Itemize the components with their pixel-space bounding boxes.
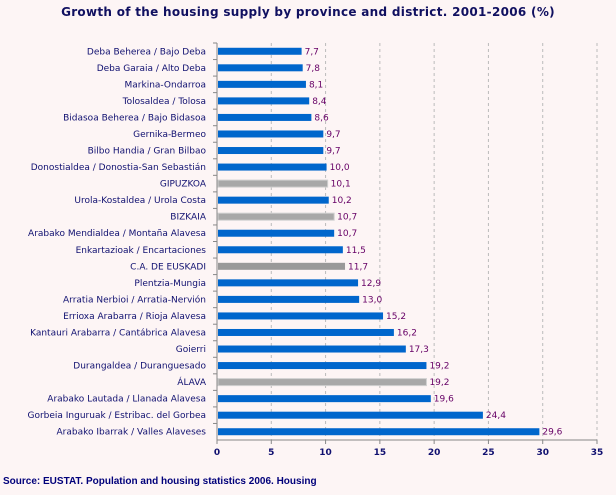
- bar: [218, 279, 359, 287]
- value-label: 11,7: [348, 262, 368, 272]
- bar: [218, 246, 343, 254]
- category-label: C.A. DE EUSKADI: [130, 262, 206, 272]
- bar: [218, 395, 431, 403]
- category-label: Arratia Nerbioi / Arratia-Nervión: [63, 294, 206, 305]
- x-tick-label: 10: [319, 448, 332, 458]
- x-tick-label: 0: [214, 448, 220, 458]
- bar: [218, 97, 310, 105]
- category-label: Tolosaldea / Tolosa: [122, 97, 206, 107]
- bar: [218, 113, 312, 121]
- value-label: 10,1: [331, 180, 351, 190]
- category-label: Bidasoa Beherea / Bajo Bidasoa: [63, 113, 206, 123]
- x-tick-label: 5: [268, 448, 274, 458]
- value-label: 12,9: [361, 279, 381, 289]
- category-label: GIPUZKOA: [160, 180, 207, 190]
- value-label: 10,2: [332, 196, 352, 206]
- bar: [218, 229, 335, 237]
- bar: [218, 328, 394, 336]
- category-label: Arabako Ibarrak / Valles Alaveses: [57, 428, 207, 438]
- category-label: Donostialdea / Donostia-San Sebastián: [31, 163, 206, 173]
- category-label: Gernika-Bermeo: [133, 130, 206, 140]
- category-label: Arabako Mendialdea / Montaña Alavesa: [28, 229, 206, 239]
- bar: [218, 47, 302, 55]
- x-tick-label: 35: [591, 448, 604, 458]
- bar: [218, 428, 540, 436]
- bar: [218, 147, 324, 155]
- category-label: Urola-Kostaldea / Urola Costa: [74, 196, 206, 206]
- bar: [218, 345, 406, 353]
- value-label: 17,3: [409, 345, 429, 355]
- category-label: Durangaldea / Duranguesado: [73, 362, 206, 372]
- value-label: 11,5: [346, 246, 366, 256]
- bar: [218, 64, 303, 72]
- bar: [218, 196, 329, 204]
- value-label: 19,2: [429, 378, 449, 388]
- value-label: 9,7: [326, 147, 340, 157]
- bar: [218, 80, 306, 88]
- bar: [217, 378, 427, 387]
- category-label: Plentzia-Mungia: [134, 279, 206, 289]
- value-label: 19,2: [429, 362, 449, 372]
- value-label: 10,7: [337, 213, 357, 223]
- value-label: 10,7: [337, 229, 357, 239]
- bar: [217, 212, 335, 221]
- value-label: 16,2: [397, 328, 417, 338]
- bar: [218, 130, 324, 138]
- category-label: Goierri: [176, 345, 206, 355]
- bar: [218, 312, 384, 320]
- x-tick-label: 30: [536, 448, 549, 458]
- chart-title: Growth of the housing supply by province…: [61, 5, 555, 19]
- category-label: Deba Garaia / Alto Deba: [97, 64, 206, 74]
- value-label: 10,0: [330, 163, 350, 173]
- category-label: Errioxa Arabarra / Rioja Alavesa: [63, 312, 206, 322]
- bar: [217, 179, 329, 188]
- value-label: 7,7: [305, 47, 319, 57]
- category-label: Gorbeia Inguruak / Estribac. del Gorbea: [27, 411, 206, 421]
- bar: [218, 163, 327, 171]
- value-label: 19,6: [434, 395, 454, 405]
- value-label: 9,7: [326, 130, 340, 140]
- bar: [218, 295, 360, 303]
- x-tick-label: 25: [482, 448, 495, 458]
- value-label: 29,6: [542, 428, 562, 438]
- value-label: 15,2: [386, 312, 406, 322]
- bar: [218, 362, 427, 370]
- value-label: 8,4: [312, 97, 327, 107]
- bar: [218, 411, 483, 419]
- value-label: 7,8: [306, 64, 321, 74]
- value-label: 24,4: [486, 411, 506, 421]
- x-tick-label: 20: [428, 448, 441, 458]
- source-note: Source: EUSTAT. Population and housing s…: [3, 476, 317, 487]
- bar: [218, 262, 346, 270]
- value-label: 8,1: [309, 80, 323, 90]
- value-label: 8,6: [314, 113, 329, 123]
- category-label: Kantauri Arabarra / Cantábrica Alavesa: [30, 328, 206, 338]
- x-tick-label: 15: [374, 448, 387, 458]
- category-label: ÁLAVA: [177, 376, 207, 388]
- category-label: Enkartazioak / Encartaciones: [76, 246, 207, 256]
- category-label: Arabako Lautada / Llanada Alavesa: [47, 395, 206, 405]
- category-label: Bilbo Handia / Gran Bilbao: [88, 147, 207, 157]
- category-label: Markina-Ondarroa: [125, 80, 207, 90]
- category-label: Deba Beherea / Bajo Deba: [87, 47, 206, 57]
- category-label: BIZKAIA: [170, 213, 207, 223]
- value-label: 13,0: [362, 295, 382, 305]
